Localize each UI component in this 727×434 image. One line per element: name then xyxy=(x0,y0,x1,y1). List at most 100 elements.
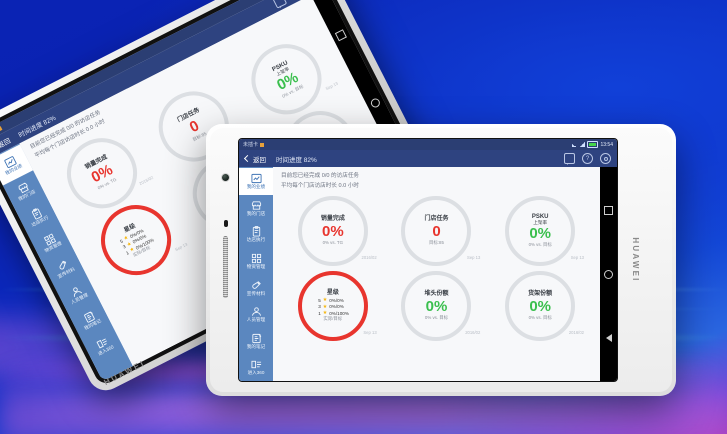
kpi-star-row: 3 ★ 0%/0% xyxy=(317,304,349,310)
status-bar: 未插卡 13:54 xyxy=(239,139,617,150)
list-icon xyxy=(250,359,262,370)
speaker-grille xyxy=(223,236,228,298)
star-icon: ★ xyxy=(322,310,328,317)
circle-icon[interactable] xyxy=(604,269,613,279)
sidebar-item-1[interactable]: 我的门店 xyxy=(3,170,46,211)
sidebar-item-4[interactable]: 宣传材料 xyxy=(42,248,85,289)
sidebar-item-6[interactable]: 我的笔记 xyxy=(69,299,112,340)
help-icon[interactable] xyxy=(582,153,593,164)
tag-icon xyxy=(251,280,262,291)
sidebar-item-3[interactable]: 物资管理 xyxy=(29,222,72,263)
kpi-footer: 实际/目标 xyxy=(323,316,343,322)
star-level: 1 xyxy=(125,249,130,256)
kpi-cell[interactable]: PSKU 上架率 0% 0% vs. 目标 Sep 13 xyxy=(488,193,592,268)
store-icon xyxy=(251,200,262,211)
sidebar-item-0[interactable]: 我的业绩 xyxy=(239,168,273,195)
sidebar-item-label: 达店执行 xyxy=(246,237,266,243)
list-icon xyxy=(95,336,110,351)
sidebar-item-label: 进入360 xyxy=(247,370,265,376)
kpi-title: 销量完成 xyxy=(320,216,345,223)
sidebar-item-3[interactable]: 物资管理 xyxy=(239,248,273,275)
note-icon xyxy=(251,333,262,344)
chat-icon[interactable] xyxy=(564,153,575,165)
sidebar-item-0[interactable]: 我的业绩 xyxy=(0,144,34,186)
sidebar-item-2[interactable]: 达店执行 xyxy=(239,221,273,248)
people-icon xyxy=(69,284,84,299)
sidebar-item-7[interactable]: 进入360 xyxy=(82,325,125,366)
grid-icon xyxy=(251,253,262,264)
tag-icon xyxy=(55,258,70,273)
kpi-value: 0% xyxy=(321,222,344,240)
star-icon: ★ xyxy=(322,303,328,310)
kpi-cell[interactable]: 星级 5 ★ 0%/0% 3 ★ 0%/0% 1 ★ 0%/100% 实际/目标 Sep 13 xyxy=(281,268,385,343)
sidebar-item-7[interactable]: 进入360 xyxy=(239,354,273,381)
kpi-star-row: 1 ★ 0%/100% xyxy=(317,310,349,316)
kpi-value: 0% xyxy=(529,225,551,243)
sidebar-item-1[interactable]: 我的门店 xyxy=(239,195,273,222)
chart-icon xyxy=(3,155,18,170)
time-progress-label: 时间进度 82% xyxy=(276,156,317,164)
kpi-value: 0 xyxy=(432,222,441,240)
back-button[interactable]: 返回 xyxy=(243,154,266,164)
sidebar: 我的业绩 我的门店 达店执行 物资管理 宣传材料 人员管理 我的笔记 进入360 xyxy=(0,143,133,382)
proximity-sensor-icon xyxy=(223,220,228,227)
kpi-date: 2016/02 xyxy=(138,175,155,187)
rear-screen: 未插卡 13:54 返回 时间进度 82% 我的业绩我的门店达店执行物资管理宣传… xyxy=(0,0,440,382)
kpi-date: 2016/02 xyxy=(568,330,584,336)
kpi-title: 货架份额 xyxy=(528,291,553,298)
kpi-date: 2016/02 xyxy=(465,330,481,336)
app-body: 我的业绩我的门店达店执行物资管理宣传材料人员管理 我的笔记进入360 目前您已经完… xyxy=(239,167,617,381)
kpi-footer: 0% vs. TG xyxy=(322,239,344,245)
clipboard-icon xyxy=(29,207,44,222)
front-camera-icon xyxy=(222,174,229,181)
kpi-cell[interactable]: 销量完成 0% 0% vs. TG 2016/02 xyxy=(281,193,385,268)
sidebar-item-label: 宣传材料 xyxy=(246,290,266,296)
sidebar: 我的业绩我的门店达店执行物资管理宣传材料人员管理 我的笔记进入360 xyxy=(239,167,273,381)
square-icon[interactable] xyxy=(604,206,613,216)
kpi-title: 堆头份额 xyxy=(424,291,449,298)
star-level: 5 xyxy=(318,297,321,303)
kpi-subtitle: 上架率 xyxy=(533,220,548,226)
kpi-title: 门店任务 xyxy=(424,216,449,223)
star-value: 0%/0% xyxy=(329,304,344,310)
sidebar-item-6[interactable]: 我的笔记 xyxy=(239,328,273,355)
sidebar-item-2[interactable]: 达店执行 xyxy=(16,196,59,237)
star-level: 1 xyxy=(318,310,321,316)
kpi-title: 星级 xyxy=(326,289,339,296)
sidebar-item-label: 我的业绩 xyxy=(246,184,266,190)
summary-line-1: 目前您已经完成 0/0 的访店任务 xyxy=(281,173,360,179)
triangle-icon[interactable] xyxy=(605,333,612,342)
circle-icon[interactable] xyxy=(369,96,382,110)
kpi-value: 0% xyxy=(529,297,551,315)
kpi-date: Sep 13 xyxy=(570,255,584,261)
gear-icon[interactable] xyxy=(600,153,611,164)
signal-icon xyxy=(580,142,586,147)
kpi-ring: 星级 5 ★ 0%/0% 3 ★ 0%/0% 1 ★ 0%/100% 实际/目标 xyxy=(297,270,368,341)
kpi-title: PSKU xyxy=(531,213,549,220)
sidebar-item-label: 物资管理 xyxy=(246,263,266,269)
clipboard-icon xyxy=(251,226,262,237)
alert-dot-icon xyxy=(260,142,265,147)
sidebar-item-5[interactable]: 人员管理 xyxy=(239,301,273,328)
kpi-value: 0% xyxy=(425,297,448,315)
nav-bar-actions xyxy=(564,153,611,165)
sidebar-item-label: 我的门店 xyxy=(246,210,266,216)
alert-dot-icon xyxy=(0,125,3,132)
sidebar-item-4[interactable]: 宣传材料 xyxy=(239,275,273,302)
clock-label: 13:54 xyxy=(600,141,613,148)
chart-icon xyxy=(250,173,262,184)
star-level: 3 xyxy=(318,304,321,310)
rear-tablet-device: 未插卡 13:54 返回 时间进度 82% 我的业绩我的门店达店执行物资管理宣传… xyxy=(0,0,454,396)
square-icon[interactable] xyxy=(335,29,348,42)
kpi-date: Sep 13 xyxy=(324,81,339,92)
kpi-ring: PSKU 上架率 0% 0% vs. 目标 xyxy=(505,195,576,266)
note-icon xyxy=(82,310,97,325)
sidebar-item-5[interactable]: 人员管理 xyxy=(55,274,98,315)
store-icon xyxy=(16,181,31,196)
